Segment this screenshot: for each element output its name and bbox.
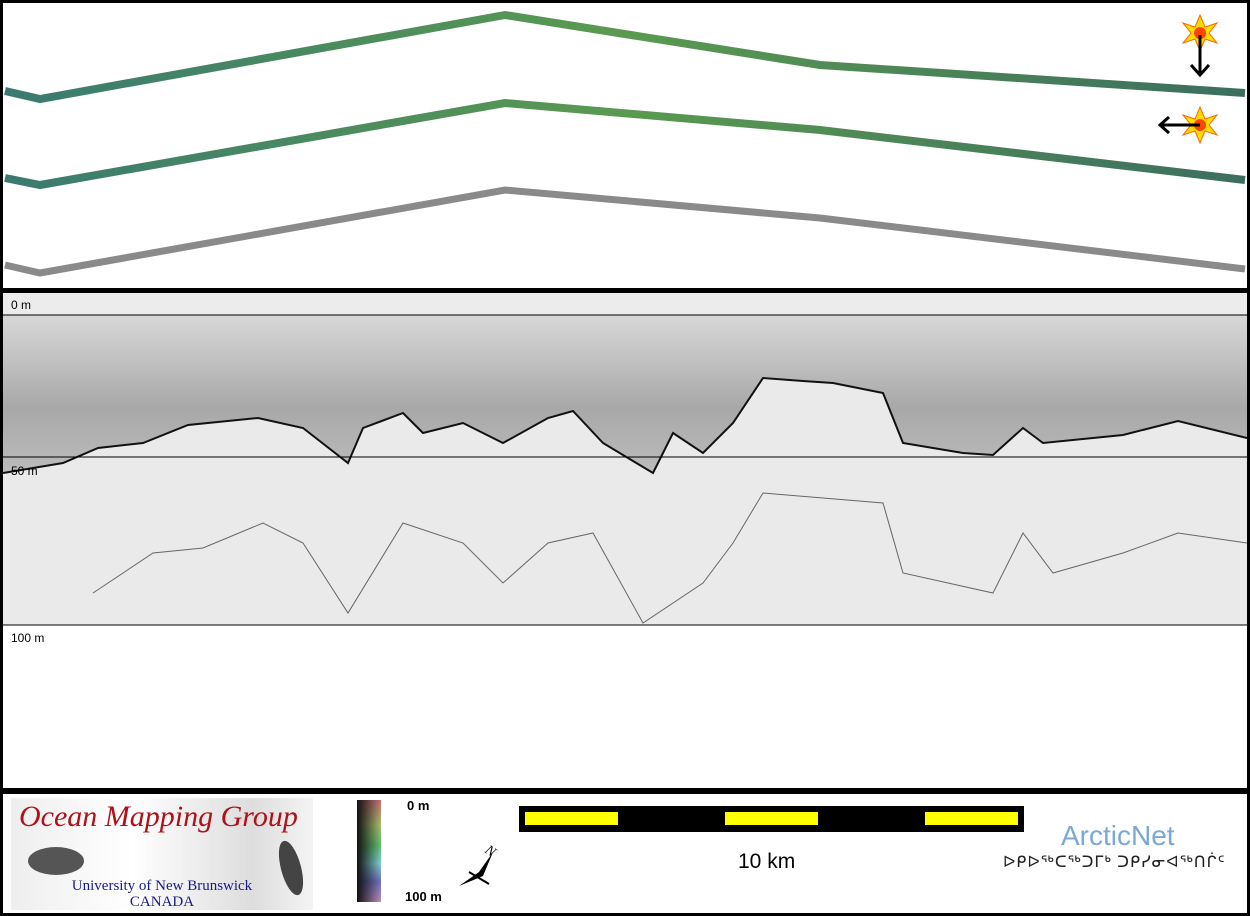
logo-title: Ocean Mapping Group [19,800,298,833]
ocean-mapping-group-logo: Ocean Mapping Group University of New Br… [11,798,313,910]
backscatter-track-2 [4,98,1246,190]
scale-segment [525,812,618,825]
scale-bar [519,806,1024,832]
logo-country: CANADA [129,894,195,910]
backscatter-track-1 [4,10,1246,104]
greyscale-track [4,186,1246,277]
depth-label-50: 50 m [11,464,38,478]
scale-label: 10 km [738,850,796,873]
arcticnet-inuktitut: ᐅᑭᐅᖅᑕᖅᑐᒥᒃ ᑐᑭᓯᓂᐊᖅᑎᒌᑦ [1003,854,1226,871]
depth-label-0: 0 m [11,298,32,312]
profile-image [3,293,1247,626]
arcticnet-logo: ArcticNet [1061,820,1175,851]
depth-label-100: 100 m [11,631,45,645]
scale-segment [925,812,1018,825]
track-panel [3,3,1247,288]
seabed-reflector [3,376,1247,475]
track-strips [4,10,1246,277]
arrow-left-icon [1157,115,1200,135]
legend-footer: Ocean Mapping Group University of New Br… [3,794,1247,913]
logo-illustration [28,840,304,896]
logo-university: University of New Brunswick [71,878,253,894]
subbottom-profile-panel: 0 m 50 m 100 m [3,293,1247,788]
subbottom-reflector [92,492,1247,624]
depth-colorbar [357,800,381,902]
subsurface-fill [3,378,1247,625]
colorbar-bottom-label: 100 m [405,889,442,904]
scale-segment [725,812,818,825]
north-arrow-icon [459,852,493,886]
arrow-down-icon [1189,35,1211,78]
colorbar-top-label: 0 m [407,798,430,813]
